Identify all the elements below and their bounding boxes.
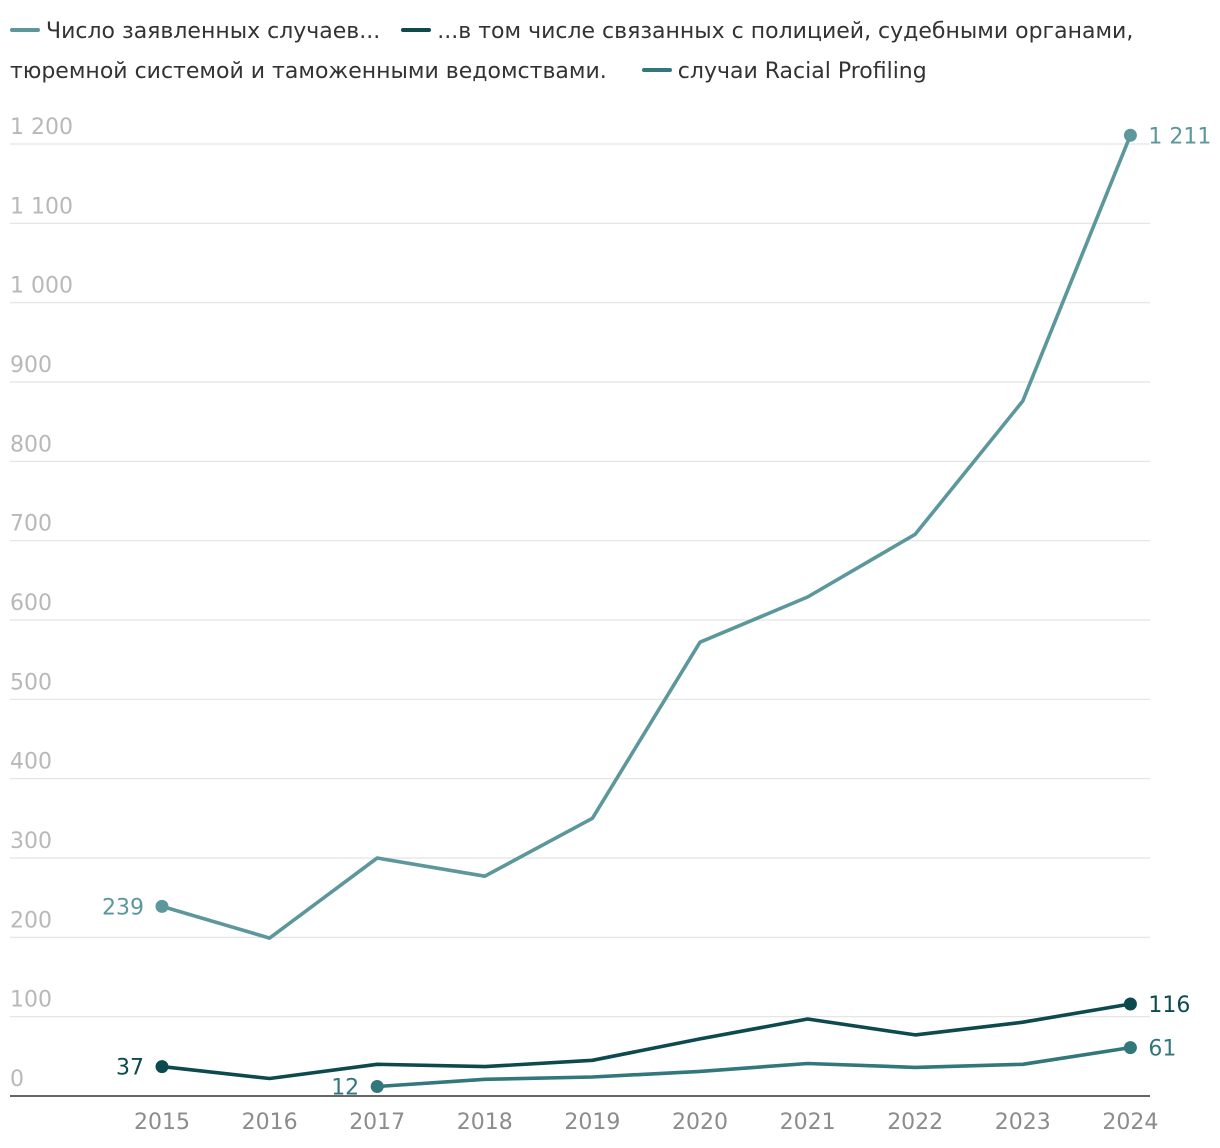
data-label: 1 211: [1148, 124, 1211, 149]
x-tick-label: 2018: [457, 1110, 513, 1135]
y-tick-label: 300: [10, 829, 52, 854]
y-tick-label: 900: [10, 353, 52, 378]
x-tick-label: 2020: [672, 1110, 728, 1135]
x-tick-label: 2021: [780, 1110, 836, 1135]
data-point-marker: [1123, 128, 1137, 142]
y-tick-label: 200: [10, 908, 52, 933]
legend-item-reported-cases: Число заявленных случаев...: [10, 12, 380, 52]
y-tick-label: 100: [10, 988, 52, 1013]
legend-swatch-police-related: [401, 28, 432, 32]
y-tick-label: 400: [10, 750, 52, 775]
legend-label-reported-cases: Число заявленных случаев...: [46, 19, 381, 44]
legend-swatch-racial-profiling: [641, 68, 672, 72]
data-label: 37: [116, 1056, 144, 1081]
y-tick-label: 1 100: [10, 194, 73, 219]
x-tick-label: 2019: [564, 1110, 620, 1135]
x-tick-label: 2022: [887, 1110, 943, 1135]
legend-label-police-related: ...в том числе связанных с полицией, суд…: [10, 19, 1134, 84]
data-label: 116: [1148, 993, 1190, 1018]
data-point-marker: [155, 899, 169, 913]
x-tick-label: 2023: [995, 1110, 1051, 1135]
y-tick-label: 600: [10, 591, 52, 616]
y-tick-label: 800: [10, 432, 52, 457]
data-label: 12: [331, 1075, 359, 1100]
legend-swatch-reported-cases: [10, 28, 40, 32]
legend: Число заявленных случаев... ...в том чис…: [10, 12, 1200, 92]
data-point-marker: [1123, 997, 1137, 1011]
series-line-1: [160, 1002, 1133, 1081]
x-tick-label: 2017: [349, 1110, 405, 1135]
y-tick-label: 700: [10, 512, 52, 537]
data-label: 239: [102, 895, 144, 920]
x-tick-label: 2024: [1102, 1110, 1158, 1135]
x-tick-label: 2016: [242, 1110, 298, 1135]
legend-item-racial-profiling: случаи Racial Profiling: [641, 52, 927, 92]
series-line-0: [160, 133, 1133, 940]
data-label: 61: [1148, 1037, 1176, 1062]
data-point-marker: [155, 1060, 169, 1074]
data-point-marker: [370, 1079, 384, 1093]
y-tick-label: 0: [10, 1067, 24, 1092]
data-point-marker: [1123, 1041, 1137, 1055]
y-tick-label: 500: [10, 670, 52, 695]
y-tick-label: 1 000: [10, 274, 73, 299]
legend-label-racial-profiling: случаи Racial Profiling: [677, 59, 927, 84]
x-tick-label: 2015: [134, 1110, 190, 1135]
y-tick-label: 1 200: [10, 115, 73, 140]
legend-item-police-related: ...в том числе связанных с полицией, суд…: [10, 19, 1133, 84]
series-line-2: [375, 1045, 1133, 1089]
